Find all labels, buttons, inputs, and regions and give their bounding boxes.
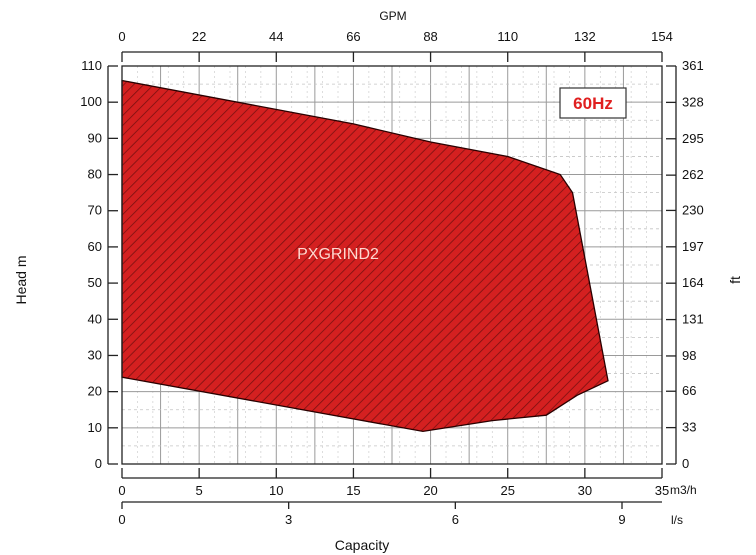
x-unit-m3h: m3/h — [670, 483, 697, 497]
x-ls-tick-label: 6 — [452, 512, 459, 527]
y-tick-label: 70 — [88, 203, 102, 218]
y2-axis-title: ft — [727, 276, 743, 284]
y2-tick-label: 197 — [682, 239, 704, 254]
x-ls-tick-label: 9 — [618, 512, 625, 527]
plot-frame — [121, 65, 663, 465]
y-tick-label: 40 — [88, 311, 102, 326]
y2-tick-label: 164 — [682, 275, 704, 290]
x-tick-label: 5 — [196, 483, 203, 498]
y-tick-label: 30 — [88, 347, 102, 362]
x-top-tick-label: 66 — [346, 29, 360, 44]
y-axis-title: Head m — [13, 255, 29, 304]
x-tick-label: 0 — [118, 483, 125, 498]
y2-tick-label: 98 — [682, 348, 696, 363]
x-axis-title: Capacity — [335, 537, 389, 553]
y2-tick-label: 33 — [682, 420, 696, 435]
y2-tick-label: 295 — [682, 131, 704, 146]
frequency-badge: 60Hz — [559, 87, 627, 119]
x-tick-label: 20 — [423, 483, 437, 498]
y2-tick-label: 230 — [682, 202, 704, 217]
y-tick-label: 60 — [88, 239, 102, 254]
y2-tick-label: 131 — [682, 312, 704, 327]
y2-tick-label: 361 — [682, 58, 704, 73]
y-tick-label: 50 — [88, 275, 102, 290]
x-ls-tick-label: 0 — [118, 512, 125, 527]
x-top-tick-label: 110 — [497, 29, 518, 44]
plot-border — [121, 65, 663, 465]
x-ls-tick-label: 3 — [285, 512, 292, 527]
y2-tick-label: 328 — [682, 94, 704, 109]
x-tick-label: 15 — [346, 483, 360, 498]
x-tick-label: 25 — [500, 483, 514, 498]
frequency-badge-box — [559, 87, 627, 119]
y2-tick-label: 262 — [682, 167, 704, 182]
x-top-tick-label: 44 — [269, 29, 283, 44]
x-top-tick-label: 154 — [651, 29, 673, 44]
x-tick-label: 35 — [655, 483, 669, 498]
y-tick-label: 20 — [88, 384, 102, 399]
y-tick-label: 0 — [95, 456, 102, 471]
y-tick-label: 90 — [88, 130, 102, 145]
y-tick-label: 10 — [88, 420, 102, 435]
y2-tick-label: 66 — [682, 383, 696, 398]
region-hatch — [121, 79, 609, 433]
x-top-axis-title: GPM — [379, 9, 406, 23]
y-tick-label: 100 — [80, 94, 102, 109]
axes: 0102030405060708090100110033669813116419… — [80, 29, 703, 527]
x-unit-ls: l/s — [671, 513, 683, 527]
x-top-tick-label: 88 — [423, 29, 437, 44]
x-top-tick-label: 132 — [574, 29, 596, 44]
x-top-tick-label: 0 — [118, 29, 125, 44]
region-label: PXGRIND2 — [297, 246, 379, 263]
frequency-badge-text: 60Hz — [573, 94, 613, 113]
operating-region — [121, 79, 609, 433]
x-top-tick-label: 22 — [192, 29, 206, 44]
y-tick-label: 110 — [81, 58, 102, 73]
x-tick-label: 10 — [269, 483, 283, 498]
y-tick-label: 80 — [88, 167, 102, 182]
y2-tick-label: 0 — [682, 456, 689, 471]
x-tick-label: 30 — [578, 483, 592, 498]
